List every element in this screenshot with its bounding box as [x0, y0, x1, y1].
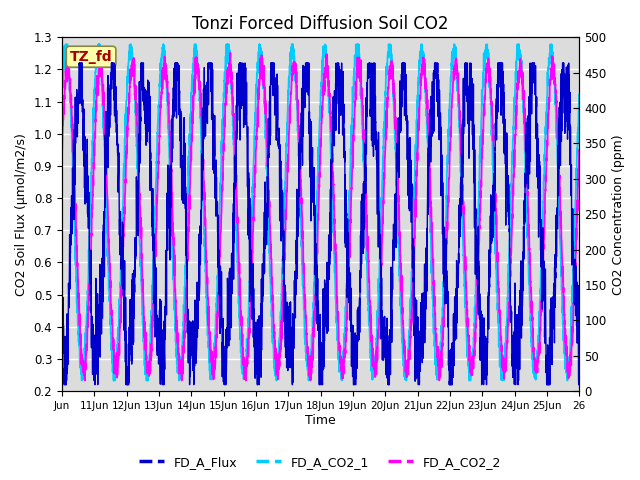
FD_A_CO2_1	[433, 362, 440, 368]
Title: Tonzi Forced Diffusion Soil CO2: Tonzi Forced Diffusion Soil CO2	[193, 15, 449, 33]
FD_A_CO2_1	[58, 92, 66, 97]
FD_A_CO2_1	[466, 372, 474, 377]
FD_A_Flux	[164, 216, 172, 222]
Y-axis label: CO2 Soil Flux (μmol/m2/s): CO2 Soil Flux (μmol/m2/s)	[15, 133, 28, 296]
FD_A_CO2_1	[387, 51, 395, 57]
FD_A_CO2_1	[570, 243, 578, 249]
Line: FD_A_Flux: FD_A_Flux	[62, 63, 579, 384]
FD_A_CO2_2	[58, 144, 66, 150]
X-axis label: Time: Time	[305, 414, 336, 427]
FD_A_Flux	[60, 382, 68, 387]
FD_A_CO2_1	[497, 352, 504, 358]
Line: FD_A_CO2_2: FD_A_CO2_2	[62, 53, 579, 381]
FD_A_Flux	[58, 320, 66, 326]
FD_A_CO2_2	[575, 148, 583, 154]
FD_A_CO2_2	[227, 50, 234, 56]
FD_A_Flux	[575, 341, 583, 347]
FD_A_CO2_2	[81, 378, 89, 384]
FD_A_CO2_2	[433, 339, 440, 345]
FD_A_CO2_1	[575, 101, 583, 107]
FD_A_CO2_2	[570, 300, 578, 306]
FD_A_Flux	[466, 100, 474, 106]
FD_A_Flux	[76, 60, 83, 66]
FD_A_CO2_1	[164, 118, 172, 124]
Y-axis label: CO2 Concentration (ppm): CO2 Concentration (ppm)	[612, 134, 625, 295]
Text: TZ_fd: TZ_fd	[70, 50, 113, 64]
FD_A_CO2_2	[497, 325, 504, 331]
FD_A_Flux	[570, 300, 578, 306]
FD_A_Flux	[387, 309, 395, 314]
Line: FD_A_CO2_1: FD_A_CO2_1	[62, 45, 579, 381]
Legend: FD_A_Flux, FD_A_CO2_1, FD_A_CO2_2: FD_A_Flux, FD_A_CO2_1, FD_A_CO2_2	[134, 451, 506, 474]
FD_A_CO2_1	[78, 378, 86, 384]
FD_A_Flux	[433, 60, 440, 66]
FD_A_CO2_2	[164, 97, 172, 103]
FD_A_CO2_2	[466, 343, 474, 348]
FD_A_CO2_2	[387, 64, 395, 70]
FD_A_Flux	[497, 60, 504, 66]
FD_A_CO2_1	[61, 42, 69, 48]
